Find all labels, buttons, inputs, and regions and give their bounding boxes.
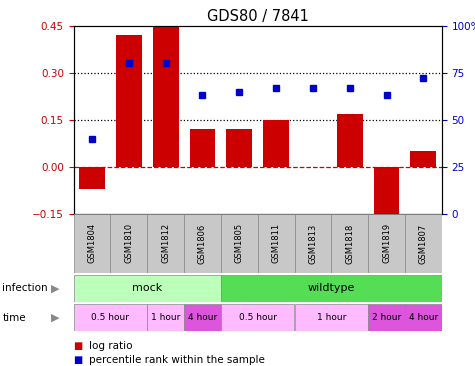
Text: infection: infection <box>2 283 48 293</box>
Bar <box>368 304 405 331</box>
Text: ▶: ▶ <box>51 283 60 293</box>
Text: GSM1804: GSM1804 <box>87 223 96 264</box>
Bar <box>74 274 221 302</box>
Bar <box>116 35 142 167</box>
Bar <box>110 214 147 273</box>
Bar <box>184 304 221 331</box>
Text: GSM1818: GSM1818 <box>345 223 354 264</box>
Text: GSM1819: GSM1819 <box>382 223 391 264</box>
Bar <box>221 304 294 331</box>
Bar <box>184 214 221 273</box>
Bar <box>263 120 289 167</box>
Text: percentile rank within the sample: percentile rank within the sample <box>89 355 265 365</box>
Text: 1 hour: 1 hour <box>151 313 180 322</box>
Bar <box>294 214 332 273</box>
Bar <box>405 214 442 273</box>
Bar <box>190 129 215 167</box>
Bar <box>74 214 110 273</box>
Bar <box>405 304 442 331</box>
Text: ▶: ▶ <box>51 313 60 322</box>
Text: 0.5 hour: 0.5 hour <box>238 313 276 322</box>
Text: 4 hour: 4 hour <box>408 313 438 322</box>
Bar <box>79 167 105 189</box>
Bar <box>74 304 147 331</box>
Bar <box>331 214 368 273</box>
Text: 1 hour: 1 hour <box>317 313 346 322</box>
Bar <box>147 304 184 331</box>
Bar <box>221 274 442 302</box>
Bar <box>147 214 184 273</box>
Bar <box>410 151 436 167</box>
Bar <box>153 22 179 167</box>
Text: 4 hour: 4 hour <box>188 313 217 322</box>
Bar <box>227 129 252 167</box>
Bar <box>257 214 294 273</box>
Bar <box>374 167 399 236</box>
Bar <box>368 214 405 273</box>
Text: wildtype: wildtype <box>308 283 355 293</box>
Text: 0.5 hour: 0.5 hour <box>91 313 129 322</box>
Text: GSM1807: GSM1807 <box>419 223 428 264</box>
Bar <box>294 304 368 331</box>
Text: GSM1805: GSM1805 <box>235 223 244 264</box>
Bar <box>221 214 257 273</box>
Text: mock: mock <box>132 283 162 293</box>
Text: 2 hour: 2 hour <box>372 313 401 322</box>
Text: ■: ■ <box>74 341 83 351</box>
Text: GSM1806: GSM1806 <box>198 223 207 264</box>
Text: log ratio: log ratio <box>89 341 133 351</box>
Text: time: time <box>2 313 26 322</box>
Text: GSM1812: GSM1812 <box>161 223 170 264</box>
Text: GSM1810: GSM1810 <box>124 223 133 264</box>
Text: GSM1813: GSM1813 <box>308 223 317 264</box>
Text: GSM1811: GSM1811 <box>272 223 281 264</box>
Bar <box>337 113 362 167</box>
Title: GDS80 / 7841: GDS80 / 7841 <box>207 10 309 25</box>
Text: ■: ■ <box>74 355 83 365</box>
